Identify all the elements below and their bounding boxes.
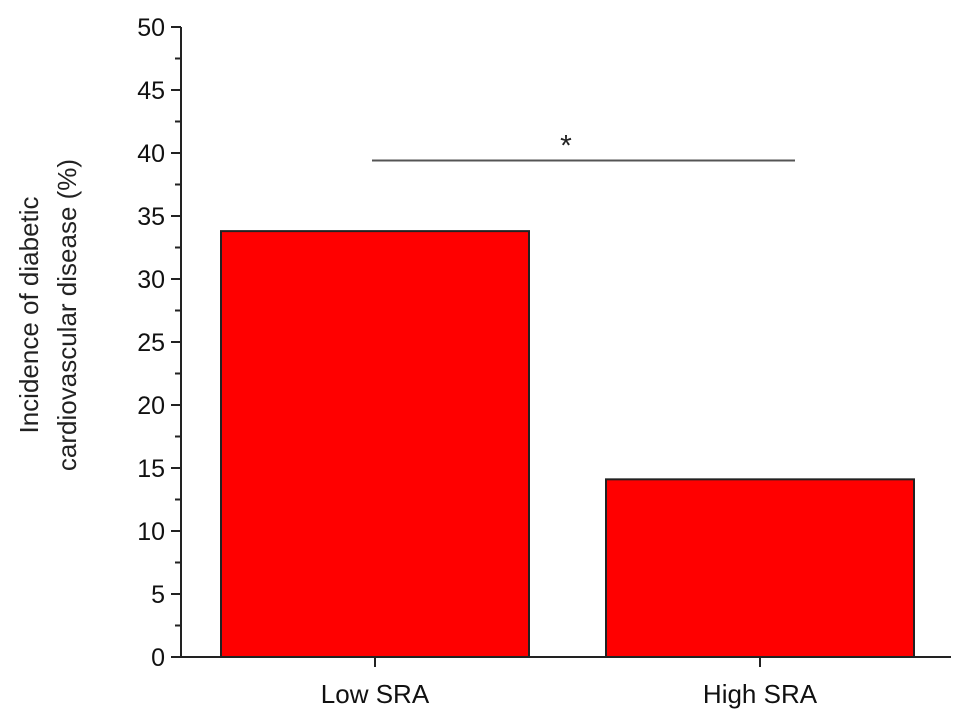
y-tick-label: 25 xyxy=(137,329,165,357)
y-axis-title-line-2: cardiovascular disease (%) xyxy=(52,159,82,471)
x-category-label: Low SRA xyxy=(321,679,430,709)
y-ticks: 0 5 10 15 20 25 30 35 40 45 50 xyxy=(137,14,181,672)
significance-asterisk: * xyxy=(560,130,572,163)
y-tick-label: 45 xyxy=(137,77,165,105)
y-tick-label: 5 xyxy=(151,581,165,609)
y-tick-label: 10 xyxy=(137,518,165,546)
y-tick-label: 50 xyxy=(137,14,165,42)
y-tick-label: 35 xyxy=(137,203,165,231)
y-tick-label: 0 xyxy=(151,644,165,672)
bars xyxy=(220,230,915,658)
significance-annotation: * xyxy=(372,130,795,163)
y-tick-label: 20 xyxy=(137,392,165,420)
y-tick-label: 30 xyxy=(137,266,165,294)
x-categories: Low SRA High SRA xyxy=(321,657,818,709)
y-tick-label: 40 xyxy=(137,140,165,168)
y-tick-label: 15 xyxy=(137,455,165,483)
bar-high-sra xyxy=(605,478,915,658)
y-axis-title: Incidence of diabetic cardiovascular dis… xyxy=(14,159,82,471)
y-axis-title-line-1: Incidence of diabetic xyxy=(14,196,44,433)
x-category-label: High SRA xyxy=(703,679,818,709)
bar-low-sra xyxy=(220,230,530,658)
